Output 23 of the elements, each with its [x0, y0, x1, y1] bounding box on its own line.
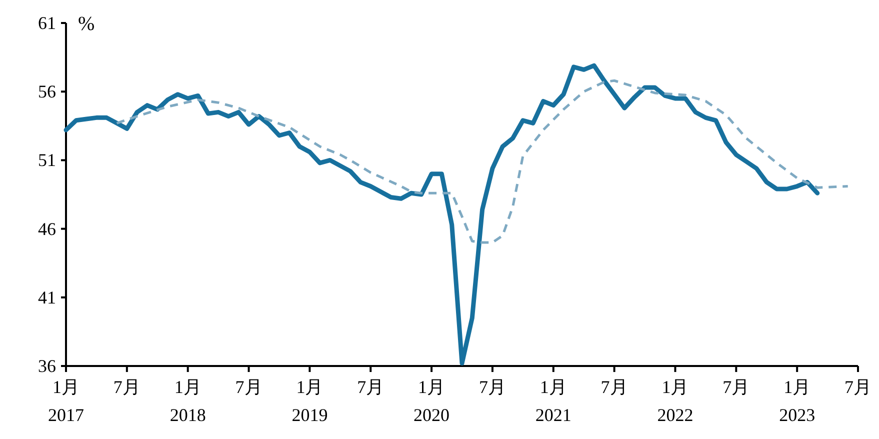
x-tick-label: 1月 2020 [414, 377, 450, 425]
x-tick-label: 1月 2018 [170, 377, 206, 425]
y-tick-label: 56 [38, 82, 56, 102]
x-tick-label: 7月 [235, 377, 262, 397]
y-axis-title: % [78, 13, 95, 35]
x-tick-label: 1月 2022 [657, 377, 694, 425]
x-tick-label: 7月 [357, 377, 384, 397]
line-series [116, 79, 850, 244]
x-tick-label: 7月 [113, 377, 140, 397]
y-tick-label: 51 [38, 150, 56, 170]
y-tick-label: 41 [38, 287, 56, 308]
x-tick-label: 7月 [722, 377, 750, 397]
y-tick-label: 61 [38, 13, 56, 33]
x-tick-label: 7月 [600, 377, 628, 397]
x-tick-label: 1月 2019 [292, 377, 328, 425]
x-tick-label: 1月 2021 [535, 377, 572, 425]
x-tick-label: 7月 [478, 377, 506, 397]
y-tick-label: 46 [38, 218, 56, 239]
line-series [64, 63, 820, 366]
x-tick-label: 1月 2017 [48, 377, 84, 425]
x-tick-label: 1月 2023 [779, 377, 816, 425]
x-tick-label: 7月 [844, 377, 872, 397]
y-tick-label: 36 [38, 356, 56, 376]
